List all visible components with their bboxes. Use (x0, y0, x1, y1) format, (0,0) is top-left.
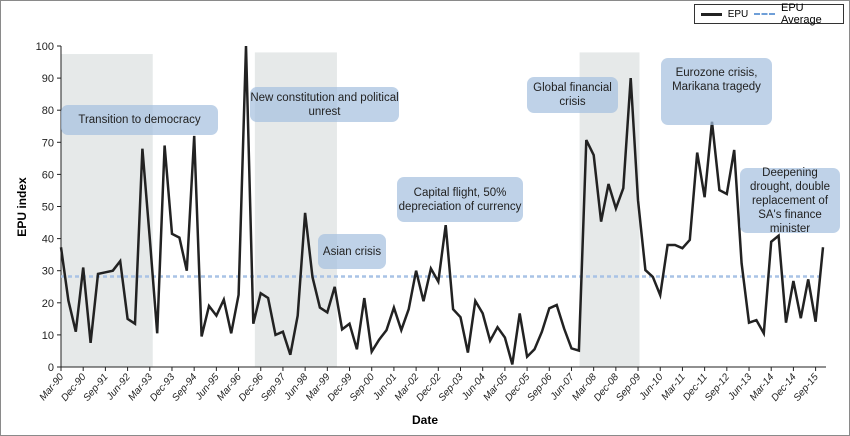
annotation-global-financial-crisis: Global financial crisis (527, 77, 618, 113)
x-tick-label: Sep-03 (437, 372, 466, 404)
y-tick-label: 60 (42, 169, 54, 181)
x-axis-label: Date (411, 413, 438, 427)
y-tick-label: 50 (42, 202, 54, 214)
legend-average-swatch (754, 13, 775, 15)
y-tick-label: 30 (42, 266, 54, 278)
y-tick-label: 0 (48, 362, 54, 374)
x-tick-label: Sep-97 (259, 372, 288, 404)
legend-average-label: EPU Average (781, 2, 822, 26)
annotation-new-constitution: New constitution and political unrest (250, 87, 399, 122)
y-tick-label: 90 (42, 73, 54, 85)
legend-epu-label: EPU (727, 8, 749, 20)
y-tick-label: 80 (42, 105, 54, 117)
annotation-eurozone: Eurozone crisis, Marikana tragedy (661, 58, 772, 125)
x-tick-label: Sep-94 (170, 372, 199, 404)
annotation-text: Deepening drought, double replacement of… (750, 166, 830, 235)
epu-series-line (59, 45, 825, 365)
annotation-text: Transition to democracy (78, 114, 201, 126)
x-tick-label: Sep-15 (792, 372, 821, 404)
y-tick-label: 10 (42, 330, 54, 342)
legend-epu-swatch (701, 12, 722, 16)
y-tick-label: 20 (42, 298, 54, 310)
x-tick-label: Jun-10 (637, 372, 666, 404)
x-tick-label: Sep-91 (82, 372, 111, 404)
x-tick-label: Sep-06 (525, 372, 554, 404)
x-tick-label: Sep-09 (614, 372, 643, 404)
annotation-text: New constitution and political unrest (250, 91, 399, 118)
annotation-text: Global financial crisis (533, 82, 612, 108)
y-tick-label: 40 (42, 234, 54, 246)
annotation-asian-crisis: Asian crisis (318, 234, 386, 269)
y-axis-label: EPU index (15, 177, 29, 237)
legend: EPU EPU Average (694, 2, 844, 26)
annotation-capital-flight: Capital flight, 50% depreciation of curr… (397, 177, 523, 222)
y-tick-label: 70 (42, 137, 54, 149)
y-tick-label: 100 (36, 41, 54, 53)
x-tick-label: Sep-12 (703, 372, 732, 404)
annotation-text: Asian crisis (322, 245, 382, 258)
annotation-transition: Transition to democracy (61, 105, 218, 135)
annotation-text: Capital flight, 50% depreciation of curr… (398, 186, 522, 213)
annotation-drought: Deepening drought, double replacement of… (740, 166, 840, 235)
x-tick-label: Sep-00 (348, 372, 377, 404)
annotation-text: Eurozone crisis, Marikana tragedy (672, 67, 761, 93)
